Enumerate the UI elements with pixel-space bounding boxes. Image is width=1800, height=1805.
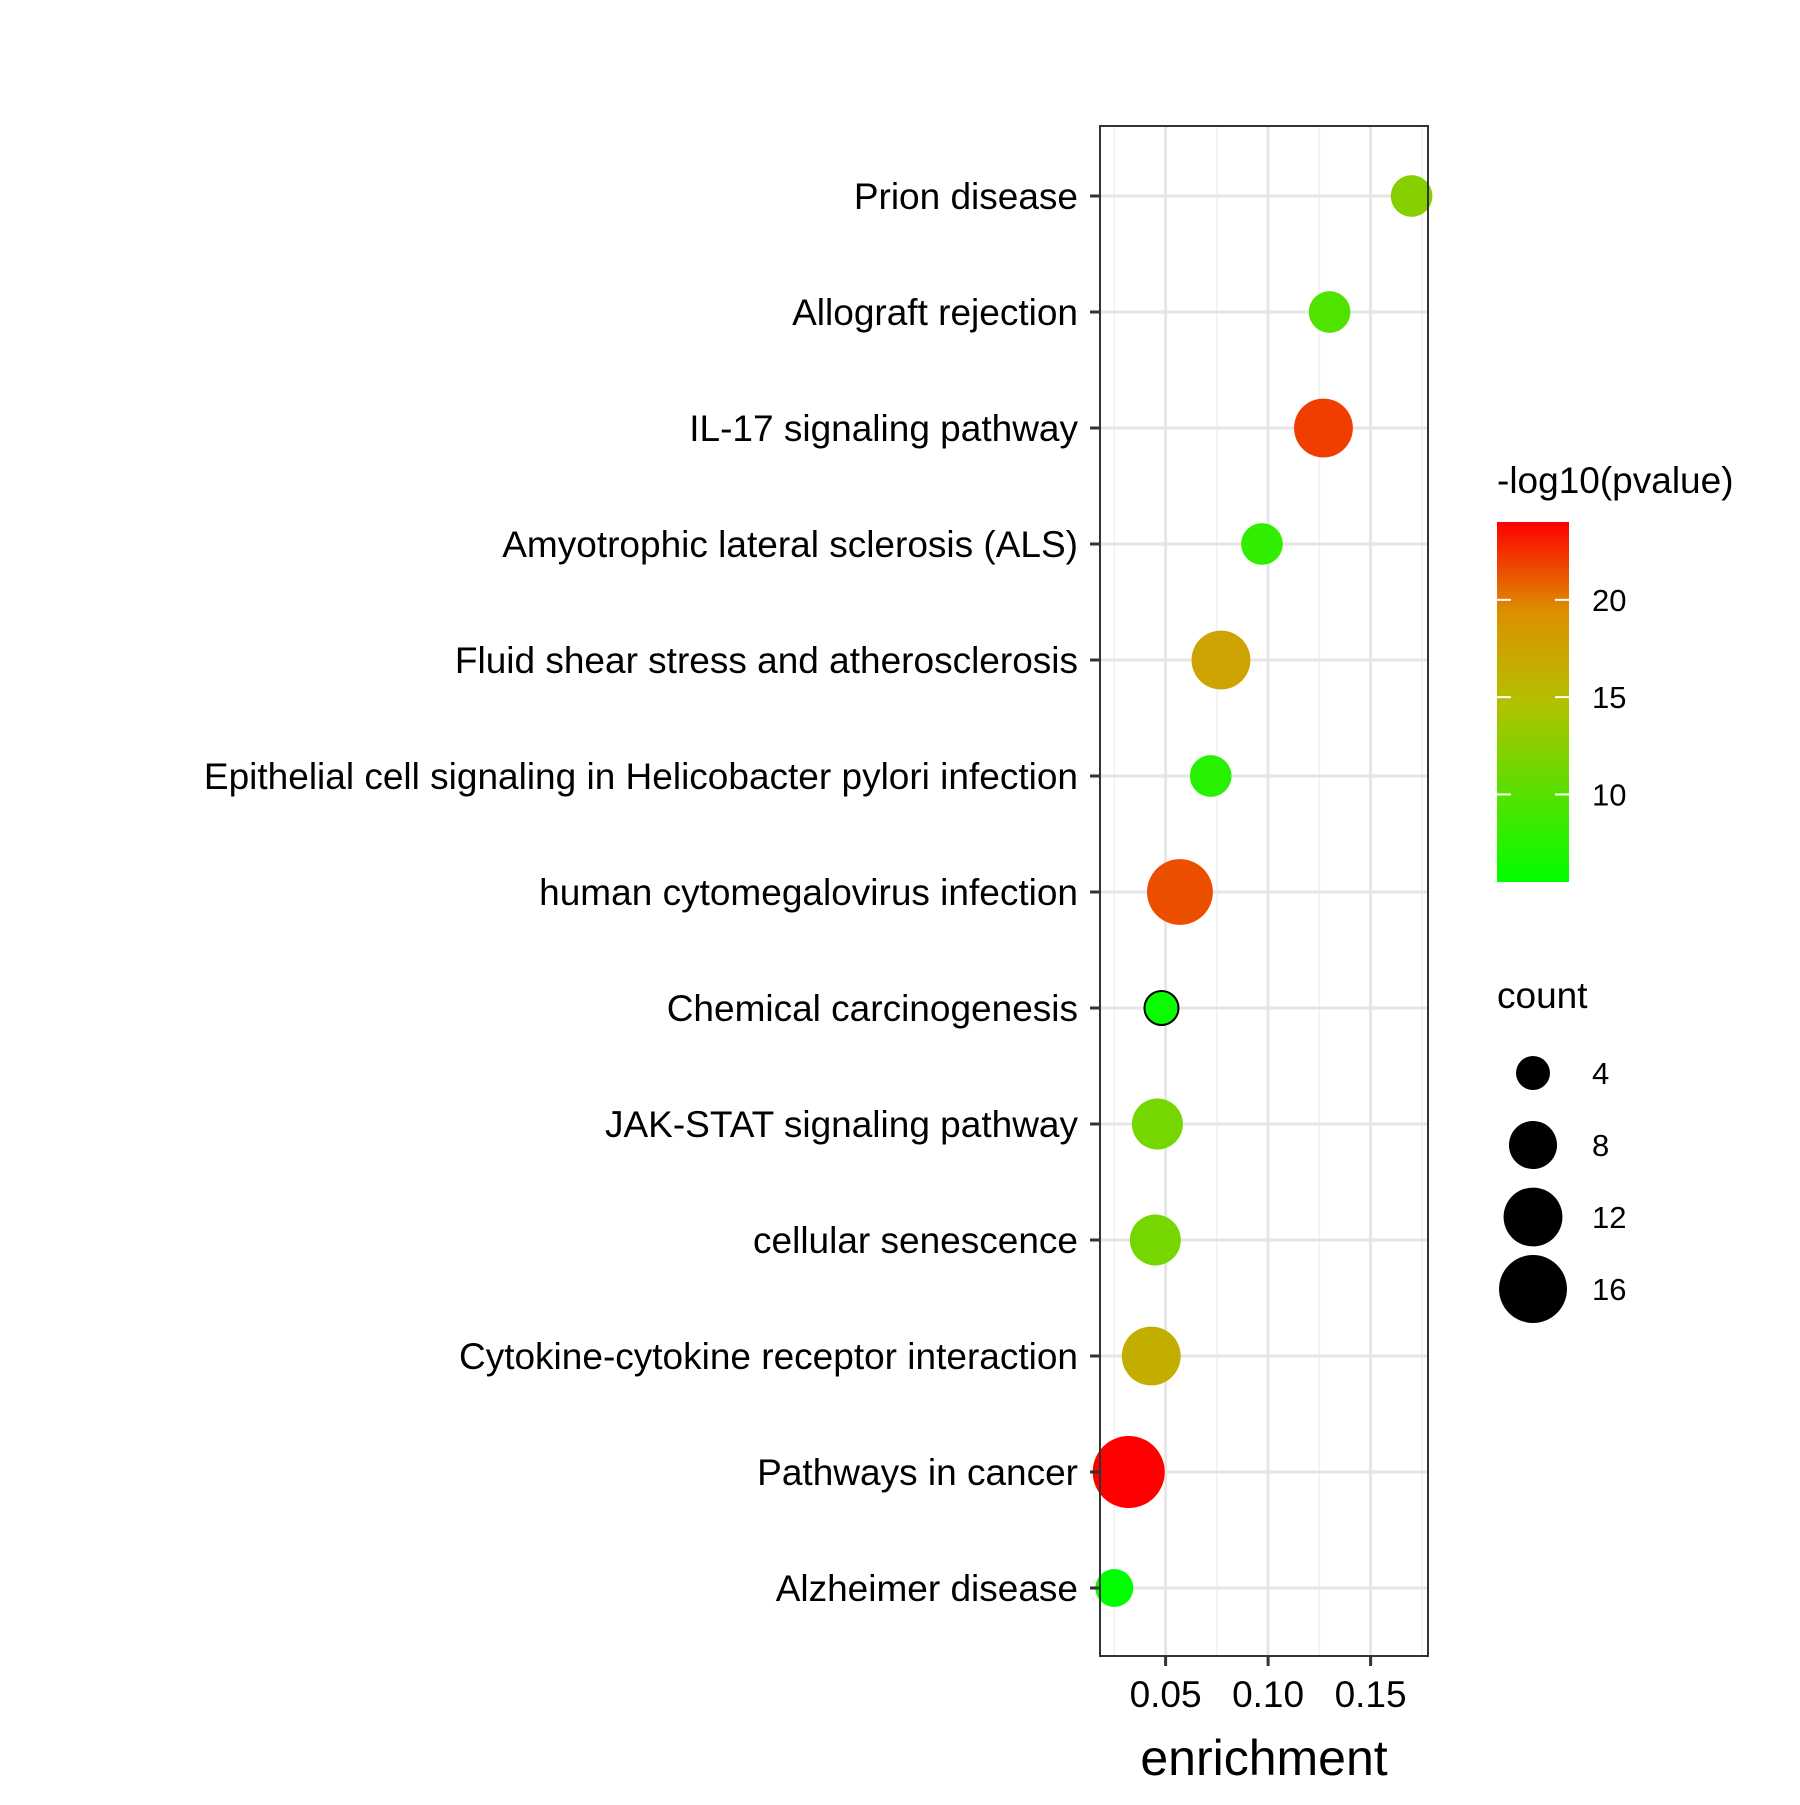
color-legend: -log10(pvalue) 10 15 20: [1497, 460, 1734, 882]
color-tick-label: 15: [1592, 680, 1626, 715]
y-tick-label: IL-17 signaling pathway: [689, 408, 1078, 449]
points-layer: [1092, 175, 1433, 1607]
y-tick-label: Fluid shear stress and atherosclerosis: [455, 640, 1078, 681]
y-tick-label: Cytokine-cytokine receptor interaction: [459, 1336, 1078, 1377]
data-point: [1095, 1569, 1134, 1607]
x-axis: 0.05 0.10 0.15: [1130, 1656, 1407, 1715]
color-legend-title: -log10(pvalue): [1497, 460, 1734, 501]
data-point: [1390, 175, 1433, 217]
data-point: [1241, 523, 1283, 565]
x-tick-label: 0.05: [1130, 1674, 1202, 1715]
size-legend-label: 12: [1592, 1200, 1626, 1235]
size-legend-key: [1508, 1120, 1558, 1170]
data-point: [1129, 1214, 1181, 1266]
y-tick-label: human cytomegalovirus infection: [539, 872, 1078, 913]
y-tick-label: cellular senescence: [753, 1220, 1078, 1261]
data-point: [1143, 990, 1180, 1026]
y-tick-label: Amyotrophic lateral sclerosis (ALS): [502, 524, 1078, 565]
size-legend-title: count: [1497, 975, 1588, 1016]
size-legend-key: [1499, 1255, 1567, 1323]
size-legend-label: 8: [1592, 1128, 1609, 1163]
data-point: [1121, 1326, 1181, 1386]
x-axis-title: enrichment: [1140, 1730, 1387, 1786]
data-point: [1189, 755, 1232, 797]
y-tick-label: Allograft rejection: [792, 292, 1078, 333]
y-tick-label: Alzheimer disease: [776, 1568, 1078, 1609]
color-legend-bar: [1497, 522, 1569, 882]
y-tick-label: Chemical carcinogenesis: [667, 988, 1078, 1029]
x-tick-label: 0.10: [1232, 1674, 1304, 1715]
size-legend-items: 4 8 12 16: [1499, 1056, 1626, 1323]
x-tick-label: 0.15: [1335, 1674, 1407, 1715]
y-tick-label: JAK-STAT signaling pathway: [605, 1104, 1078, 1145]
size-legend-key: [1516, 1056, 1550, 1090]
y-tick-label: Prion disease: [854, 176, 1078, 217]
color-legend-ticks: 10 15 20: [1497, 583, 1626, 812]
y-axis: Prion disease Allograft rejection IL-17 si…: [204, 176, 1100, 1609]
size-legend-key: [1503, 1187, 1563, 1247]
color-tick-label: 20: [1592, 583, 1626, 618]
y-tick-label: Pathways in cancer: [757, 1452, 1078, 1493]
color-tick-label: 10: [1592, 777, 1626, 812]
data-point: [1191, 630, 1251, 690]
data-point: [1147, 859, 1213, 925]
data-point: [1294, 398, 1353, 458]
data-point: [1308, 291, 1351, 333]
size-legend-label: 16: [1592, 1272, 1626, 1307]
size-legend-label: 4: [1592, 1056, 1609, 1091]
y-tick-label: Epithelial cell signaling in Helicobacte…: [204, 756, 1078, 797]
size-legend: count 4 8 12 16: [1497, 975, 1626, 1323]
data-point: [1092, 1435, 1165, 1509]
data-point: [1131, 1098, 1183, 1150]
